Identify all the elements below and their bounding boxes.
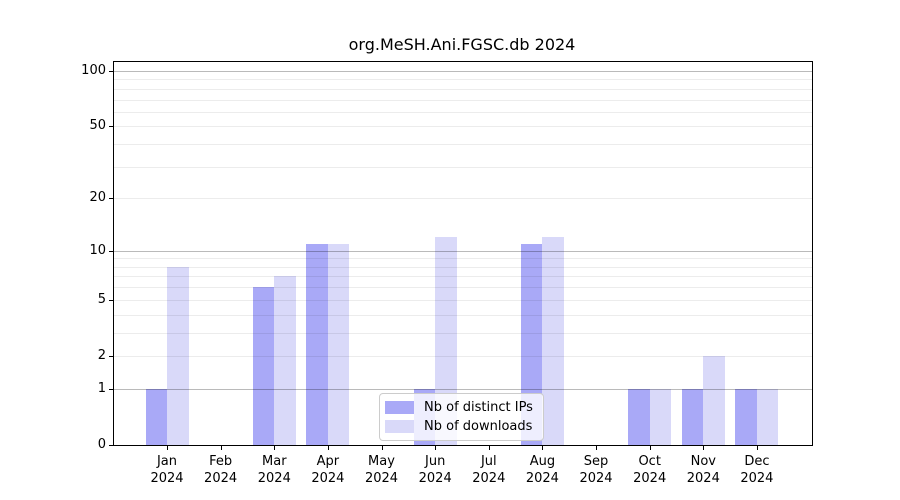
x-tick-label-mar: Mar 2024 <box>257 454 291 486</box>
bar-downloads-apr <box>327 243 350 445</box>
x-tick-label-oct: Oct 2024 <box>633 454 667 486</box>
bar-distinct-ips-apr <box>306 243 328 445</box>
bar-downloads-nov <box>703 355 725 445</box>
x-tick-label-sep: Sep 2024 <box>579 454 613 486</box>
y-tick-label-2: 2 <box>97 347 106 363</box>
bar-distinct-ips-oct <box>628 388 650 445</box>
gridline-minor-30 <box>114 166 812 168</box>
gridline-minor-80 <box>114 88 812 90</box>
x-tick-aug <box>542 445 544 450</box>
gridline-minor-4 <box>114 314 812 316</box>
y-tick-5 <box>109 299 114 301</box>
bar-distinct-ips-nov <box>681 388 704 445</box>
x-tick-label-jan: Jan 2024 <box>150 454 184 486</box>
bar-downloads-mar <box>274 276 296 445</box>
x-tick-apr <box>327 445 329 450</box>
gridline-minor-5 <box>114 299 812 301</box>
y-tick-0 <box>109 445 114 446</box>
x-tick-jul <box>488 445 490 450</box>
y-tick-label-50: 50 <box>89 118 106 134</box>
y-tick-label-10: 10 <box>89 242 106 258</box>
y-tick-1 <box>109 388 114 390</box>
bar-distinct-ips-jan <box>145 388 167 445</box>
x-tick-label-apr: Apr 2024 <box>311 454 345 486</box>
y-tick-10 <box>109 250 114 252</box>
legend-label-downloads: Nb of downloads <box>424 418 533 434</box>
x-tick-oct <box>649 445 651 450</box>
gridline-minor-70 <box>114 99 812 101</box>
gridline-major-100 <box>114 70 812 72</box>
x-tick-label-jul: Jul 2024 <box>472 454 506 486</box>
gridline-major-10 <box>114 250 812 252</box>
x-tick-feb <box>220 445 222 450</box>
gridline-minor-3 <box>114 332 812 334</box>
bar-distinct-ips-mar <box>252 287 275 445</box>
y-tick-label-1: 1 <box>97 380 106 396</box>
legend-swatch-distinct-ips <box>385 401 414 415</box>
x-tick-label-nov: Nov 2024 <box>686 454 720 486</box>
y-tick-label-5: 5 <box>97 291 106 307</box>
bar-downloads-dec <box>756 388 779 445</box>
gridline-minor-40 <box>114 144 812 145</box>
bar-downloads-jan <box>167 266 189 445</box>
legend-item-distinct-ips: Nb of distinct IPs <box>385 400 537 415</box>
gridline-minor-6 <box>114 287 812 289</box>
y-tick-100 <box>109 70 114 72</box>
y-tick-label-100: 100 <box>81 62 106 78</box>
x-tick-may <box>381 445 383 450</box>
gridline-minor-60 <box>114 111 812 113</box>
bar-distinct-ips-dec <box>735 388 757 445</box>
x-tick-mar <box>274 445 276 450</box>
x-tick-label-feb: Feb 2024 <box>204 454 238 486</box>
x-tick-label-jun: Jun 2024 <box>418 454 452 486</box>
plot-area: 0 1 2 5 10 20 50 100 Jan 2024 Feb 2024 Mar 2024 Apr… <box>81 61 813 486</box>
x-tick-label-aug: Aug 2024 <box>525 454 559 486</box>
chart-title: org.MeSH.Ani.FGSC.db 2024 <box>348 35 576 54</box>
legend-label-distinct-ips: Nb of distinct IPs <box>424 400 533 416</box>
y-tick-label-20: 20 <box>89 190 106 206</box>
bar-downloads-aug <box>542 237 564 445</box>
x-tick-jun <box>435 445 437 450</box>
x-tick-label-dec: Dec 2024 <box>740 454 774 486</box>
y-tick-50 <box>109 126 114 128</box>
gridline-minor-9 <box>114 258 812 260</box>
gridline-minor-20 <box>114 198 812 200</box>
y-tick-label-0: 0 <box>97 437 106 452</box>
legend-swatch-downloads <box>385 419 414 433</box>
x-tick-sep <box>596 445 597 450</box>
bar-downloads-oct <box>649 388 672 445</box>
legend: Nb of distinct IPs Nb of downloads <box>379 393 544 441</box>
gridline-minor-90 <box>114 79 812 81</box>
x-tick-nov <box>703 445 705 450</box>
gridline-minor-50 <box>114 126 812 128</box>
legend-item-downloads: Nb of downloads <box>385 419 537 434</box>
x-tick-jan <box>167 445 168 450</box>
gridline-minor-7 <box>114 276 812 278</box>
y-tick-2 <box>109 355 114 357</box>
x-tick-dec <box>756 445 758 450</box>
x-tick-label-may: May 2024 <box>364 454 399 486</box>
gridline-minor-8 <box>114 266 812 268</box>
y-tick-20 <box>109 198 114 200</box>
